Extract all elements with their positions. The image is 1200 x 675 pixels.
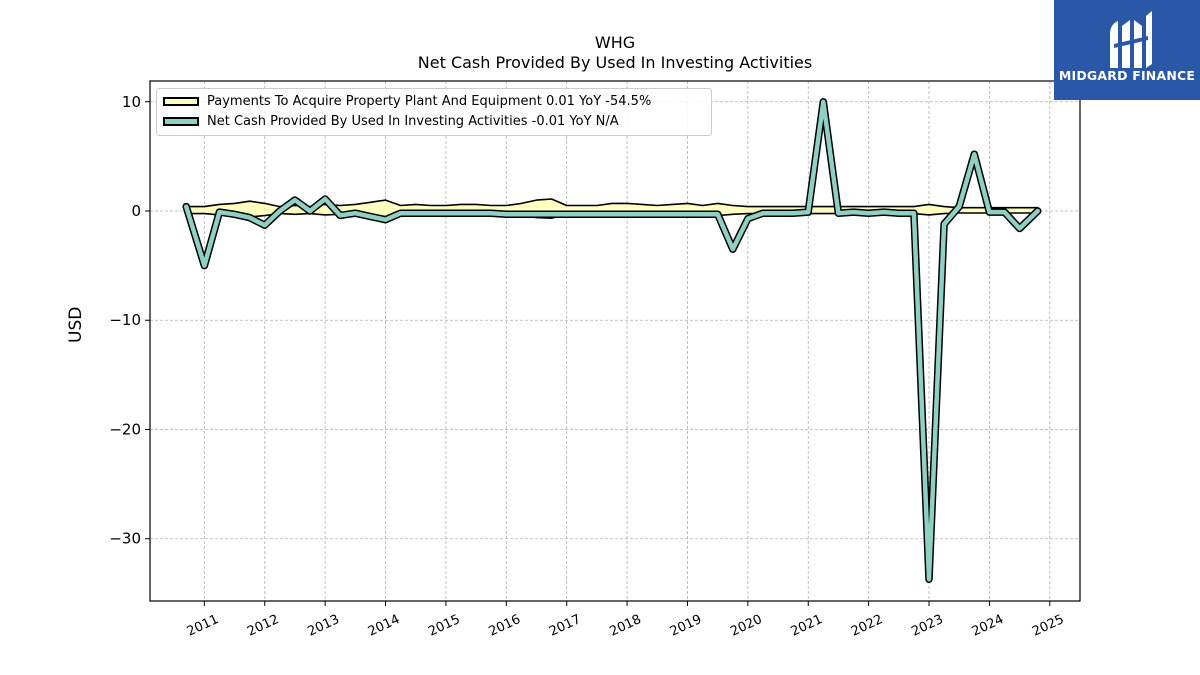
legend: Payments To Acquire Property Plant And E…: [156, 88, 712, 136]
x-tick-label: 2011: [185, 612, 221, 640]
legend-entry-capex: Payments To Acquire Property Plant And E…: [163, 91, 651, 111]
chart-subtitle: Net Cash Provided By Used In Investing A…: [417, 53, 813, 72]
x-tick-label: 2016: [487, 612, 523, 640]
x-tick-label: 2020: [728, 612, 764, 640]
x-tick-label: 2013: [305, 612, 341, 640]
brand-logo: MIDGARD FINANCE: [1054, 0, 1200, 100]
net-investing-line: [183, 99, 1040, 582]
x-tick-label: 2022: [849, 612, 885, 640]
net-investing-line-outline: [182, 98, 1042, 583]
y-tick-label: −20: [109, 420, 141, 438]
x-tick-label: 2023: [909, 612, 945, 640]
legend-swatch-net-investing: [163, 116, 199, 126]
x-tick-label: 2021: [789, 612, 825, 640]
plot-frame: [149, 80, 1081, 602]
legend-swatch-capex: [163, 96, 199, 106]
y-axis-label: USD: [66, 306, 86, 343]
y-tick-label: −30: [109, 530, 141, 548]
x-tick-label: 2012: [245, 612, 281, 640]
y-tick-label: 10: [122, 93, 141, 111]
grid: [150, 81, 1080, 601]
series-layer: [182, 98, 1042, 583]
legend-entry-net-investing: Net Cash Provided By Used In Investing A…: [163, 111, 619, 131]
x-tick-label: 2019: [668, 612, 704, 640]
x-tick-label: 2014: [366, 612, 402, 640]
y-tick-label: −10: [109, 311, 141, 329]
x-tick-label: 2017: [547, 612, 583, 640]
brand-name: MIDGARD FINANCE: [1058, 68, 1196, 83]
x-tick-label: 2015: [426, 612, 462, 640]
midgard-m-icon: [1110, 11, 1152, 68]
legend-label-net-investing: Net Cash Provided By Used In Investing A…: [207, 113, 619, 129]
legend-label-capex: Payments To Acquire Property Plant And E…: [207, 93, 652, 109]
x-tick-label: 2024: [970, 612, 1006, 640]
y-tick-label: 0: [131, 202, 141, 220]
x-tick-label: 2025: [1030, 612, 1066, 640]
x-tick-label: 2018: [607, 612, 643, 640]
chart-title: WHG: [594, 33, 636, 52]
